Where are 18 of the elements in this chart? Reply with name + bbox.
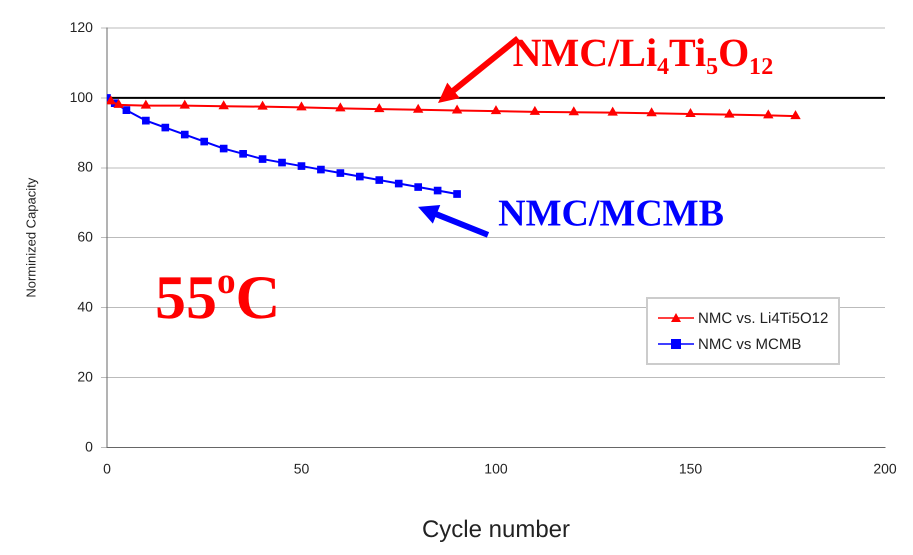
y-tick-label: 60 (77, 228, 94, 245)
legend-label: NMC vs MCMB (698, 336, 802, 353)
y-tick-label: 20 (77, 368, 94, 384)
x-axis-title: Cycle number (422, 516, 570, 544)
x-tick-label: 50 (294, 460, 310, 477)
x-tick-label: 100 (484, 460, 508, 477)
y-tick-label: 40 (77, 298, 94, 314)
annotation: NMC/MCMB (498, 192, 724, 234)
annotation: NMC/Li₄Ti₅O₁₂ (512, 30, 774, 75)
y-tick-label: 100 (70, 88, 94, 105)
y-tick-label: 0 (85, 438, 94, 454)
x-tick-label: 200 (873, 460, 897, 477)
legend-label: NMC vs. Li4Ti5O12 (698, 310, 828, 327)
y-axis-title: Norminized Capacity (23, 177, 38, 298)
y-tick-label: 80 (77, 158, 94, 175)
y-tick-label: 120 (70, 18, 94, 35)
x-tick-label: 150 (678, 460, 702, 477)
x-tick-label: 0 (103, 460, 112, 477)
